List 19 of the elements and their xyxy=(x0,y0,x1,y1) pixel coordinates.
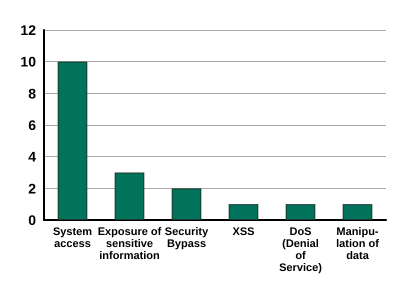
y-tick-label: 4 xyxy=(28,148,36,165)
x-tick-label: System access xyxy=(52,226,92,250)
x-tick-label: Exposure of sensitive information xyxy=(98,226,162,262)
bar xyxy=(342,204,372,220)
bar xyxy=(114,172,144,220)
y-tick-label: 10 xyxy=(20,54,36,70)
x-tick-label: DoS (Denial of Service) xyxy=(279,226,322,274)
x-tick-label: XSS xyxy=(232,226,255,238)
x-tick-label: Security Bypass xyxy=(164,226,210,250)
y-tick-label: 0 xyxy=(28,212,36,228)
bar xyxy=(172,188,202,220)
y-tick-label: 12 xyxy=(20,22,36,38)
y-tick-label: 6 xyxy=(28,117,36,133)
x-tick-label: Manipu- lation of data xyxy=(336,226,380,262)
bar xyxy=(58,62,88,220)
y-tick-label: 2 xyxy=(28,180,36,196)
bar xyxy=(228,204,258,220)
y-tick-label: 8 xyxy=(28,85,36,102)
bar xyxy=(286,204,316,220)
